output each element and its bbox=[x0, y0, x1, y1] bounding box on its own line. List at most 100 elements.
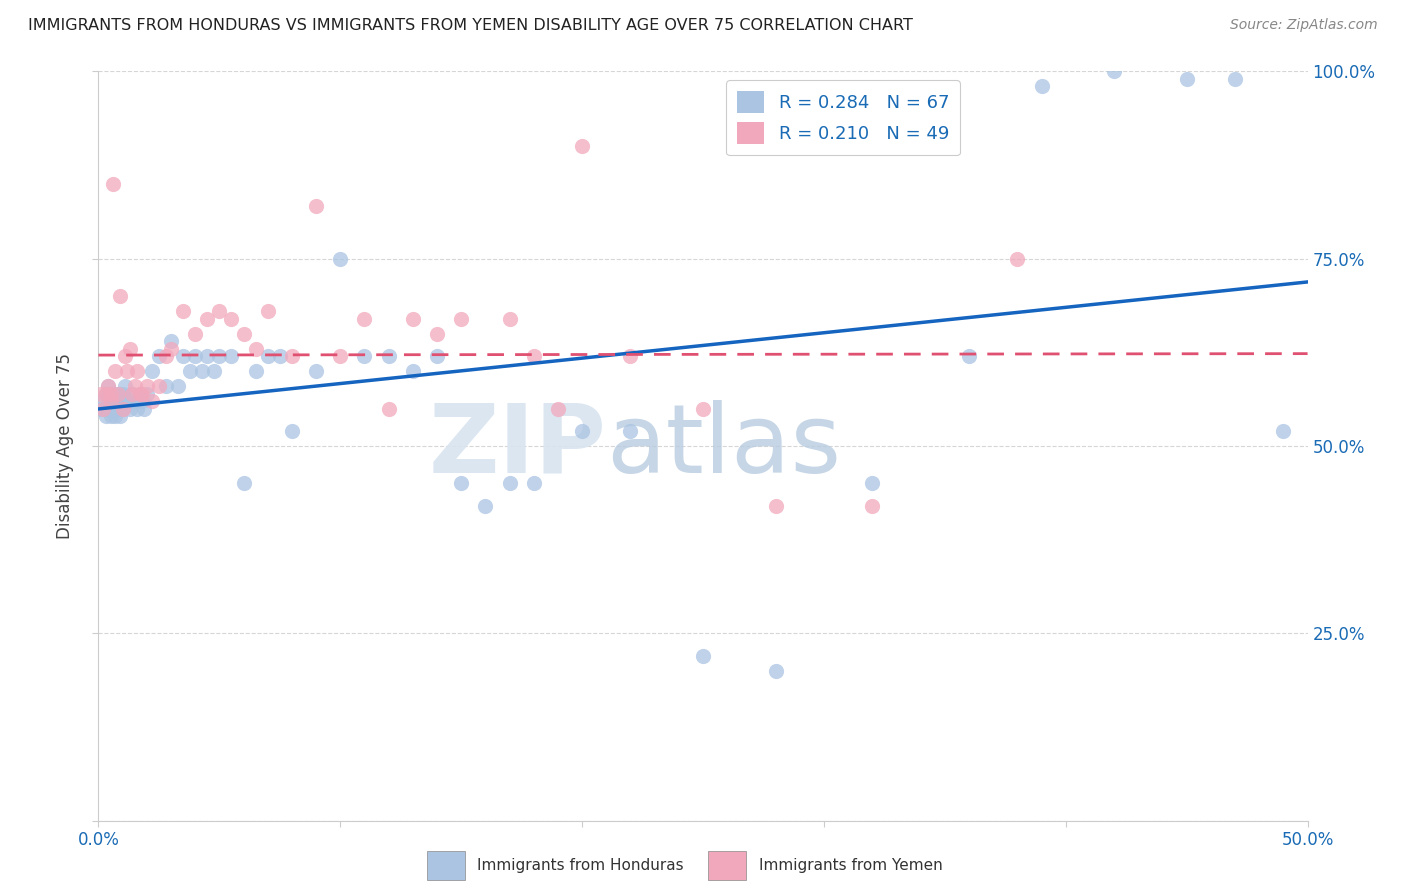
Point bbox=[498, 311, 520, 326]
Point bbox=[329, 252, 352, 266]
Point bbox=[135, 379, 157, 393]
Point bbox=[127, 401, 149, 416]
Point bbox=[1175, 71, 1198, 86]
Point bbox=[191, 364, 214, 378]
Point bbox=[1031, 79, 1053, 94]
Point bbox=[1102, 64, 1125, 78]
Text: Source: ZipAtlas.com: Source: ZipAtlas.com bbox=[1230, 18, 1378, 32]
Point bbox=[118, 401, 141, 416]
Point bbox=[1223, 71, 1246, 86]
Point bbox=[957, 349, 980, 363]
Point bbox=[377, 401, 399, 416]
Point bbox=[571, 424, 593, 438]
Point bbox=[127, 364, 149, 378]
Point bbox=[94, 409, 117, 423]
Point bbox=[100, 394, 122, 409]
Point bbox=[256, 304, 278, 318]
Point bbox=[305, 199, 328, 213]
Point bbox=[195, 349, 218, 363]
Point bbox=[208, 304, 231, 318]
Point bbox=[269, 349, 291, 363]
Point bbox=[377, 349, 399, 363]
Point bbox=[128, 386, 150, 401]
Point bbox=[172, 349, 194, 363]
Point bbox=[571, 139, 593, 153]
Point bbox=[104, 394, 127, 409]
Point bbox=[108, 409, 131, 423]
Point bbox=[523, 476, 546, 491]
Point bbox=[305, 364, 328, 378]
Point bbox=[128, 386, 150, 401]
Point bbox=[160, 342, 183, 356]
Point bbox=[426, 326, 449, 341]
Point bbox=[172, 304, 194, 318]
Point bbox=[692, 648, 714, 663]
Point bbox=[111, 401, 134, 416]
Point bbox=[547, 401, 569, 416]
Point bbox=[204, 364, 226, 378]
Point bbox=[184, 349, 207, 363]
Point bbox=[329, 349, 352, 363]
Point bbox=[353, 349, 375, 363]
Point bbox=[107, 386, 129, 401]
Point bbox=[135, 386, 157, 401]
Point bbox=[1272, 424, 1295, 438]
Point bbox=[765, 499, 787, 513]
Point bbox=[619, 424, 641, 438]
Point bbox=[450, 311, 472, 326]
Point bbox=[91, 394, 114, 409]
Point bbox=[523, 349, 546, 363]
Point bbox=[97, 379, 120, 393]
Point bbox=[402, 364, 425, 378]
Point bbox=[91, 401, 114, 416]
Point bbox=[498, 476, 520, 491]
Point bbox=[114, 379, 136, 393]
Y-axis label: Disability Age Over 75: Disability Age Over 75 bbox=[56, 353, 75, 539]
Point bbox=[184, 326, 207, 341]
Point bbox=[94, 386, 117, 401]
Text: Immigrants from Honduras: Immigrants from Honduras bbox=[478, 858, 685, 872]
Point bbox=[232, 476, 254, 491]
Point bbox=[179, 364, 201, 378]
Point bbox=[208, 349, 231, 363]
Point bbox=[426, 349, 449, 363]
Point bbox=[100, 394, 122, 409]
Point bbox=[134, 401, 156, 416]
Point bbox=[108, 394, 131, 409]
FancyBboxPatch shape bbox=[709, 851, 747, 880]
Point bbox=[114, 349, 136, 363]
Point bbox=[155, 349, 177, 363]
Point bbox=[100, 409, 122, 423]
Point bbox=[118, 342, 141, 356]
Point bbox=[104, 409, 127, 423]
FancyBboxPatch shape bbox=[427, 851, 465, 880]
Point bbox=[97, 379, 120, 393]
Point bbox=[281, 424, 304, 438]
Point bbox=[148, 349, 170, 363]
Point bbox=[121, 386, 143, 401]
Point bbox=[245, 364, 267, 378]
Point bbox=[281, 349, 304, 363]
Point bbox=[117, 364, 139, 378]
Point bbox=[124, 394, 146, 409]
Point bbox=[141, 364, 163, 378]
Point bbox=[101, 401, 124, 416]
Point bbox=[121, 386, 143, 401]
Point bbox=[104, 364, 127, 378]
Point bbox=[221, 349, 243, 363]
Text: Immigrants from Yemen: Immigrants from Yemen bbox=[759, 858, 942, 872]
Point bbox=[167, 379, 190, 393]
Text: atlas: atlas bbox=[606, 400, 841, 492]
Point bbox=[94, 386, 117, 401]
Point bbox=[101, 177, 124, 191]
Point bbox=[1007, 252, 1029, 266]
Text: ZIP: ZIP bbox=[429, 400, 606, 492]
Point bbox=[860, 476, 883, 491]
Legend: R = 0.284   N = 67, R = 0.210   N = 49: R = 0.284 N = 67, R = 0.210 N = 49 bbox=[727, 80, 960, 155]
Point bbox=[124, 379, 146, 393]
Point bbox=[160, 334, 183, 348]
Point bbox=[619, 349, 641, 363]
Point bbox=[474, 499, 496, 513]
Point bbox=[402, 311, 425, 326]
Point bbox=[111, 386, 134, 401]
